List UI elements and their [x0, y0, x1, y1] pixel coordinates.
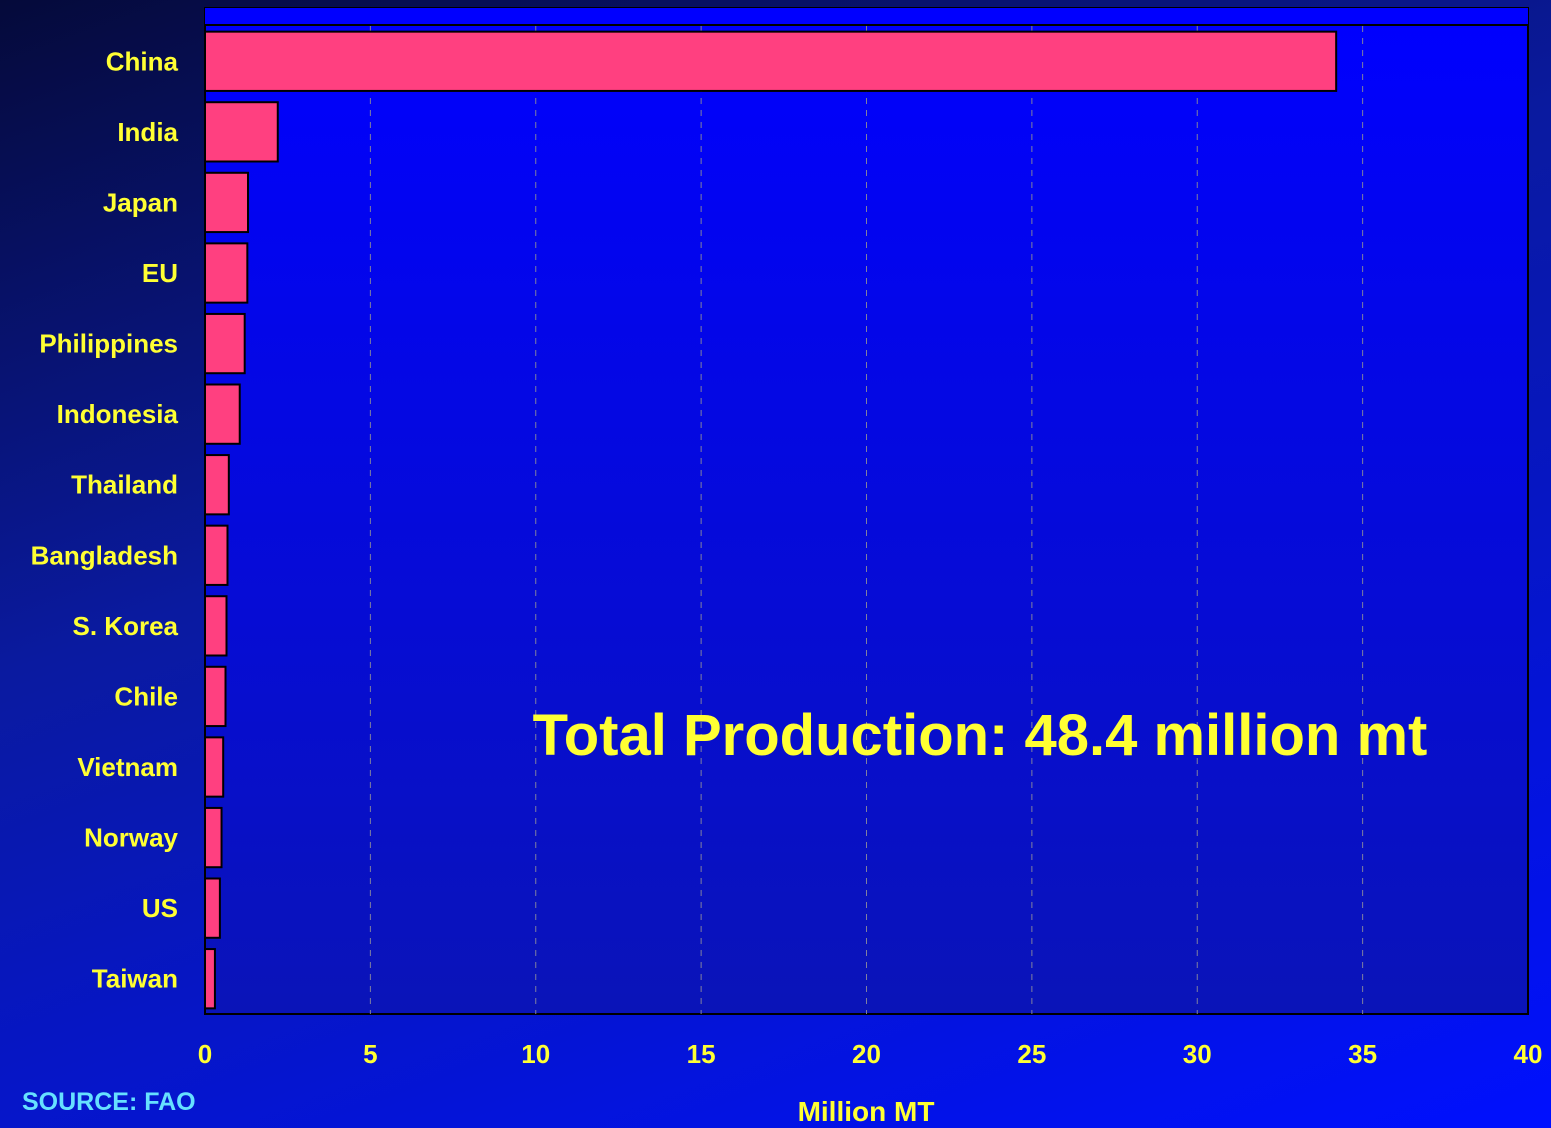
bar-china: [204, 30, 1338, 92]
category-label: Norway: [84, 823, 178, 853]
x-tick-label: 15: [687, 1039, 716, 1069]
bar-japan: [204, 171, 249, 234]
category-label: Philippines: [39, 329, 178, 359]
x-tick-label: 20: [852, 1039, 881, 1069]
bar-us: [204, 877, 221, 939]
bar-norway: [204, 806, 223, 869]
category-label: Chile: [114, 681, 178, 711]
category-label: EU: [142, 258, 178, 288]
x-tick-label: 25: [1017, 1039, 1046, 1069]
grid-lines: [205, 8, 1528, 1014]
category-label: Japan: [103, 187, 178, 217]
x-tick-label: 30: [1183, 1039, 1212, 1069]
x-tick-labels: 0 5 10 15 20 25 30 35 40: [198, 1039, 1543, 1069]
bar-s-korea: [204, 595, 228, 657]
category-label: S. Korea: [73, 611, 179, 641]
x-axis-label: Million MT: [798, 1096, 935, 1127]
plot-header-strip: [205, 8, 1528, 24]
bar-vietnam: [204, 736, 225, 798]
bar-thailand: [204, 454, 230, 516]
x-tick-label: 10: [521, 1039, 550, 1069]
category-label: China: [106, 46, 179, 76]
category-label: Bangladesh: [31, 540, 178, 570]
bar-india: [204, 101, 279, 163]
category-label: Indonesia: [57, 399, 179, 429]
category-label: India: [117, 117, 178, 147]
bar-chile: [204, 665, 227, 728]
x-tick-label: 5: [363, 1039, 377, 1069]
annotation-total: Total Production: 48.4 million mt: [533, 703, 1428, 768]
bar-indonesia: [204, 383, 241, 445]
bars: [204, 30, 1338, 1010]
source-note: SOURCE: FAO: [22, 1088, 196, 1116]
x-tick-label: 40: [1514, 1039, 1543, 1069]
bar-eu: [204, 242, 249, 304]
category-label: Taiwan: [92, 964, 178, 994]
bar-philippines: [204, 312, 246, 375]
category-label: Vietnam: [77, 752, 178, 782]
category-label: US: [142, 893, 178, 923]
category-label: Thailand: [71, 470, 178, 500]
x-tick-label: 0: [198, 1039, 212, 1069]
bar-bangladesh: [204, 524, 229, 586]
bar-taiwan: [204, 948, 216, 1010]
x-tick-label: 35: [1348, 1039, 1377, 1069]
category-labels: China India Japan EU Philippines Indonesia Tha…: [31, 46, 179, 993]
